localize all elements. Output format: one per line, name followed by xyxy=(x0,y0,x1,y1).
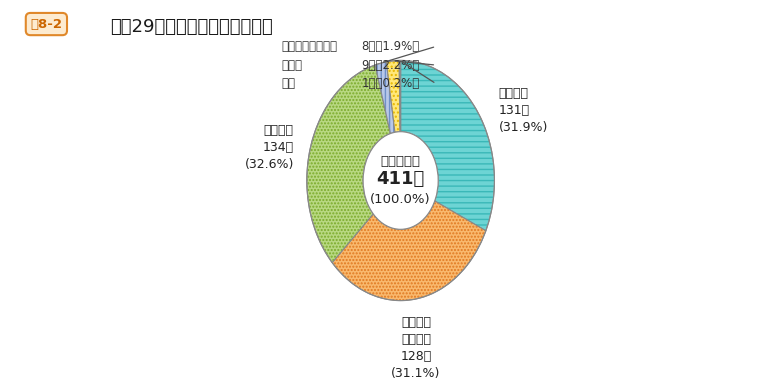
Polygon shape xyxy=(375,62,395,133)
Polygon shape xyxy=(307,65,391,262)
Text: 研究所: 研究所 xyxy=(281,58,302,72)
Text: 派遣者総数: 派遣者総数 xyxy=(381,155,420,168)
Ellipse shape xyxy=(363,132,439,229)
Text: 9人（2.2%）: 9人（2.2%） xyxy=(361,58,420,72)
Text: 学校: 学校 xyxy=(281,77,296,90)
Text: その他の
国際機関
128人
(31.1%): その他の 国際機関 128人 (31.1%) xyxy=(391,316,441,380)
Polygon shape xyxy=(401,60,495,231)
Text: 国際連合
131人
(31.9%): 国際連合 131人 (31.9%) xyxy=(499,87,548,134)
Text: 図8-2: 図8-2 xyxy=(30,18,62,30)
Text: 8人（1.9%）: 8人（1.9%） xyxy=(361,40,420,53)
Text: 平成29年度末派遣先機関別状況: 平成29年度末派遣先機関別状況 xyxy=(110,18,273,35)
Text: (100.0%): (100.0%) xyxy=(370,193,431,206)
Text: 411人: 411人 xyxy=(376,170,425,188)
Text: 指令で定める機関: 指令で定める機関 xyxy=(281,40,337,53)
Polygon shape xyxy=(332,201,486,301)
Text: 1人（0.2%）: 1人（0.2%） xyxy=(361,77,420,90)
Text: 外国政府
134人
(32.6%): 外国政府 134人 (32.6%) xyxy=(245,124,294,170)
Polygon shape xyxy=(399,60,401,132)
Polygon shape xyxy=(386,60,400,132)
